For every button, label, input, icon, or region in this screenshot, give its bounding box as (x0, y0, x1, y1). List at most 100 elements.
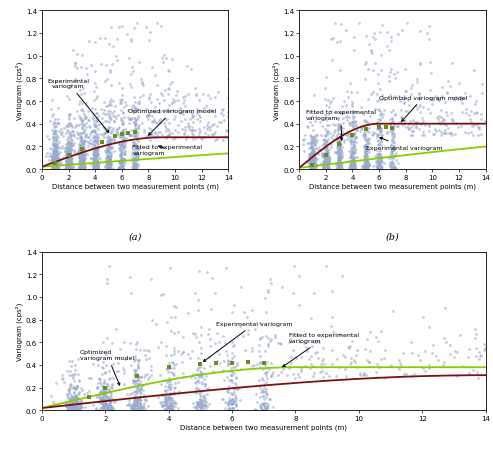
Point (78, 139, 86, 147)
Point (168, 56, 176, 64)
Point (66, 142, 74, 149)
Point (81, 163, 89, 170)
Point (49, 160, 57, 167)
Point (53, 132, 61, 139)
Point (60, 125, 68, 132)
Point (347, 164, 354, 171)
Point (220, 358, 228, 365)
Point (308, 156, 316, 164)
Point (308, 158, 316, 166)
Point (50, 159, 58, 166)
Point (162, 351, 170, 359)
Point (170, 406, 177, 413)
Point (135, 356, 142, 364)
Point (376, 117, 384, 124)
Point (70, 394, 78, 401)
Point (204, 132, 212, 139)
Point (92, 150, 100, 157)
Point (230, 341, 238, 349)
Point (189, 329, 197, 336)
Point (79, 130, 87, 137)
Point (113, 57, 121, 64)
Point (321, 162, 329, 169)
Point (57, 126, 65, 133)
Point (171, 361, 178, 368)
Point (76, 166, 84, 173)
Point (309, 165, 317, 172)
Point (377, 156, 385, 163)
Point (48, 146, 56, 153)
Point (371, 130, 379, 137)
Point (75, 101, 83, 109)
Point (182, 108, 190, 115)
Point (350, 163, 357, 170)
Point (350, 164, 358, 171)
Point (256, 404, 264, 411)
Point (348, 162, 356, 170)
Point (361, 164, 369, 171)
Point (363, 161, 371, 169)
Point (353, 364, 361, 371)
Point (431, 353, 439, 360)
Point (466, 116, 474, 124)
Point (47, 106, 55, 114)
Point (63, 166, 71, 173)
Point (360, 163, 368, 170)
Point (170, 303, 178, 310)
Point (309, 139, 317, 146)
Point (229, 407, 237, 414)
Point (118, 161, 126, 168)
Point (71, 397, 79, 405)
Point (308, 160, 316, 167)
Point (142, 106, 150, 113)
Point (376, 129, 384, 136)
Point (136, 347, 144, 354)
Point (66, 150, 73, 157)
Point (345, 164, 353, 171)
Point (93, 164, 101, 171)
Point (76, 155, 84, 162)
Point (64, 166, 71, 173)
Point (309, 161, 317, 169)
Point (77, 115, 85, 122)
Point (90, 155, 98, 162)
Point (350, 114, 358, 121)
Text: Optimized variogram model: Optimized variogram model (129, 109, 217, 136)
Point (92, 95, 100, 102)
Point (74, 152, 82, 160)
Point (347, 133, 355, 141)
Point (322, 157, 330, 164)
Point (321, 158, 329, 166)
Point (320, 160, 328, 167)
Point (103, 381, 111, 388)
Point (335, 160, 343, 167)
Point (58, 376, 66, 383)
Point (90, 166, 98, 173)
Point (91, 147, 99, 155)
Point (101, 35, 108, 42)
Point (113, 126, 121, 133)
Point (336, 147, 344, 154)
Point (196, 367, 204, 374)
Point (169, 369, 177, 376)
Point (73, 402, 81, 410)
Point (122, 102, 130, 109)
Point (51, 159, 59, 166)
Point (352, 109, 360, 116)
Point (323, 165, 331, 172)
Point (145, 112, 153, 120)
Point (64, 158, 71, 166)
Point (73, 66, 81, 73)
Point (196, 371, 204, 378)
Point (53, 157, 61, 165)
Point (106, 387, 113, 395)
Point (66, 150, 74, 157)
Point (104, 403, 111, 410)
Point (348, 131, 356, 138)
Point (105, 159, 112, 166)
Point (335, 138, 343, 146)
Point (438, 84, 446, 92)
Point (163, 133, 171, 140)
Point (104, 146, 112, 153)
Point (92, 165, 100, 172)
